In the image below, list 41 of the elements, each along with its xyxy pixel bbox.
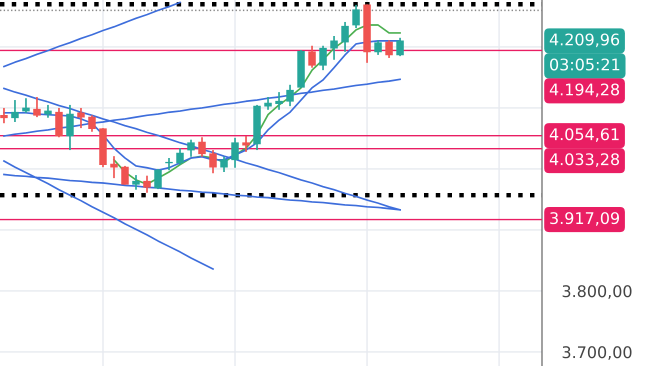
candlestick bbox=[286, 84, 294, 107]
candlestick bbox=[121, 165, 129, 186]
candlestick bbox=[110, 155, 118, 179]
y-tick-label: 3.700,00 bbox=[562, 346, 632, 360]
candlestick bbox=[396, 36, 404, 57]
candlestick bbox=[275, 91, 283, 111]
candlestick bbox=[352, 4, 360, 29]
ref-line-label: 4.054,61 bbox=[550, 128, 619, 142]
candlestick bbox=[132, 174, 140, 191]
text: 4.209,96 bbox=[550, 33, 620, 48]
candlestick bbox=[330, 35, 338, 61]
candlestick bbox=[176, 147, 184, 166]
candlestick bbox=[22, 97, 30, 114]
candlestick bbox=[341, 21, 349, 53]
candlestick bbox=[143, 174, 151, 194]
candlestick bbox=[231, 137, 239, 169]
candlestick bbox=[55, 107, 63, 138]
candlestick bbox=[220, 156, 228, 173]
candlestick bbox=[319, 44, 327, 71]
candlestick bbox=[209, 149, 217, 174]
text: 03:05:21 bbox=[550, 58, 620, 71]
candlestick bbox=[385, 39, 393, 59]
candlestick bbox=[44, 104, 52, 119]
candlestick bbox=[0, 107, 8, 124]
ref-line-label: 3.917,09 bbox=[550, 212, 620, 226]
candlestick bbox=[77, 107, 85, 129]
ref-line-label: 4.194,28 bbox=[550, 83, 620, 98]
candlestick bbox=[198, 136, 206, 158]
candlestick bbox=[187, 138, 195, 158]
candlestick bbox=[88, 114, 96, 133]
candlestick bbox=[374, 39, 382, 56]
y-tick-label: 3.800,00 bbox=[562, 285, 632, 299]
candlestick bbox=[66, 104, 74, 151]
ref-line-label: 4.033,28 bbox=[550, 153, 620, 167]
candlestick bbox=[33, 96, 41, 118]
candlestick bbox=[308, 44, 316, 69]
candlestick bbox=[242, 135, 250, 153]
candlestick bbox=[264, 96, 272, 111]
line-series bbox=[3, 2, 181, 68]
candlestick bbox=[11, 99, 19, 123]
candlestick bbox=[154, 168, 162, 190]
